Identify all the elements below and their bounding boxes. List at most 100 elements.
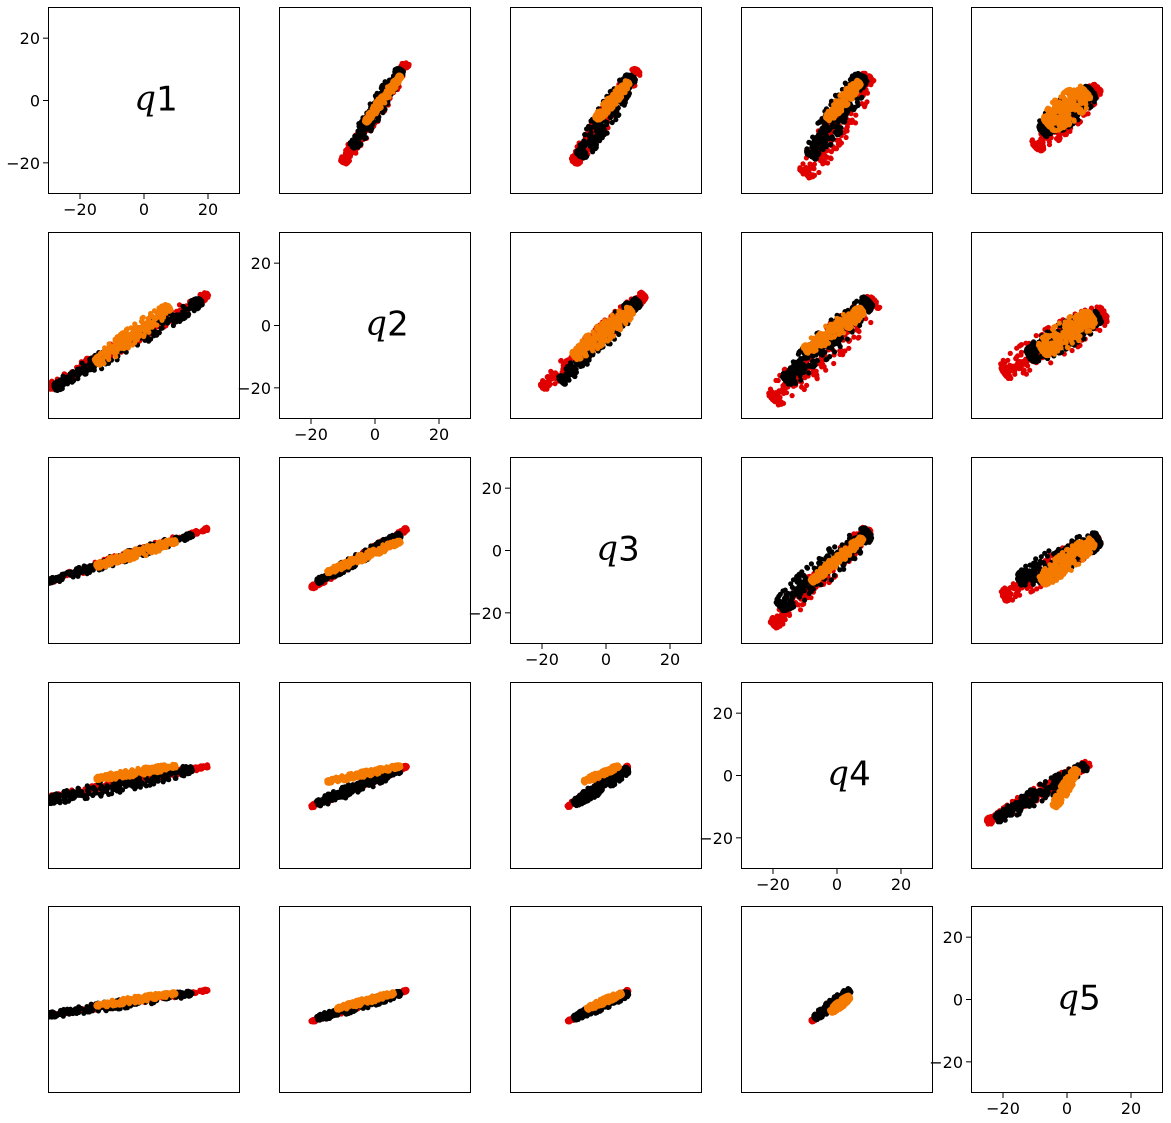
x-tick-label: −20 — [294, 425, 328, 444]
scatter-point-black — [76, 369, 82, 375]
scatter-point-red — [853, 112, 859, 118]
scatter-point-red — [1097, 87, 1103, 93]
scatter-point-orange — [383, 88, 389, 94]
scatter-point-orange — [1072, 107, 1078, 113]
panel-frame — [971, 7, 1163, 194]
series-orange — [1040, 83, 1094, 134]
scatter-point-orange — [112, 336, 118, 342]
scatter-point-orange — [1044, 107, 1050, 113]
scatter-point-orange — [1083, 101, 1089, 107]
x-tick-label: 0 — [139, 200, 149, 219]
scatter-point-orange — [1080, 87, 1086, 93]
scatter-point-black — [817, 137, 823, 143]
scatter-point-black — [79, 360, 85, 366]
scatter-point-black — [1088, 103, 1094, 109]
scatter-point-black — [813, 155, 820, 161]
scatter-point-black — [375, 117, 381, 124]
y-tick-label: −20 — [237, 379, 271, 398]
panel-frame — [510, 7, 702, 194]
scatter-point-orange — [159, 316, 165, 322]
scatter-point-orange — [148, 313, 154, 319]
scatter-point-black — [859, 75, 866, 81]
scatter-point-black — [588, 129, 594, 135]
scatter-point-orange — [1062, 116, 1068, 122]
scatter-point-orange — [1049, 99, 1056, 105]
scatter-point-red — [816, 169, 822, 176]
scatter-point-orange — [112, 344, 118, 350]
panel-frame — [279, 7, 471, 194]
scatter-point-orange — [615, 93, 622, 99]
scatter-point-red — [1040, 145, 1047, 151]
scatter-point-red — [797, 165, 803, 171]
scatter-point-orange — [611, 95, 617, 101]
scatter-point-orange — [106, 351, 112, 357]
x-tick-label: 20 — [198, 200, 218, 219]
scatter-point-orange — [382, 92, 388, 98]
scatter-point-orange — [139, 319, 145, 325]
scatter-point-red — [807, 174, 813, 180]
scatter-point-orange — [1085, 90, 1091, 96]
scatter-point-orange — [375, 104, 381, 110]
panel-r2-c3 — [510, 232, 702, 419]
scatter-point-red — [1029, 137, 1035, 143]
scatter-point-red — [558, 357, 564, 364]
scatter-point-orange — [393, 78, 399, 85]
scatter-point-black — [68, 373, 74, 379]
scatter-point-black — [1044, 132, 1050, 138]
scatter-point-orange — [1083, 105, 1089, 111]
scatter-point-red — [539, 385, 546, 391]
scatter-point-black — [173, 319, 179, 325]
scatter-point-black — [182, 315, 188, 321]
diagonal-label-symbol: q — [365, 304, 387, 344]
scatter-point-black — [623, 96, 629, 102]
scatter-point-black — [61, 382, 67, 388]
scatter-point-black — [588, 133, 594, 139]
scatter-point-orange — [1064, 98, 1070, 104]
scatter-point-orange — [165, 303, 171, 309]
scatter-point-black — [588, 118, 594, 124]
panel-r1-c2 — [279, 7, 471, 194]
scatter-point-black — [626, 90, 633, 96]
series-orange — [362, 72, 405, 126]
scatter-point-red — [550, 375, 556, 381]
scatter-point-orange — [1056, 122, 1062, 128]
scatter-point-orange — [843, 94, 849, 100]
scatter-point-orange — [1066, 111, 1072, 117]
scatter-point-red — [833, 146, 840, 152]
scatter-point-black — [598, 122, 604, 128]
scatter-point-red — [572, 155, 578, 161]
scatter-point-red — [1057, 135, 1063, 141]
scatter-point-orange — [1069, 98, 1075, 104]
scatter-point-red — [631, 65, 637, 72]
scatter-point-orange — [834, 99, 841, 105]
series-orange — [592, 78, 633, 123]
scatter-point-red — [545, 373, 551, 380]
scatter-point-orange — [847, 88, 853, 94]
scatter-point-orange — [149, 324, 155, 330]
scatter-point-orange — [397, 73, 403, 79]
scatter-point-orange — [602, 109, 608, 116]
scatter-point-orange — [135, 328, 141, 334]
scatter-point-orange — [1067, 115, 1073, 121]
scatter-point-black — [823, 133, 830, 139]
scatter-point-orange — [825, 111, 831, 117]
scatter-point-black — [582, 132, 588, 138]
scatter-point-orange — [1043, 117, 1049, 123]
scatter-point-black — [358, 141, 364, 147]
scatter-point-black — [603, 122, 610, 128]
scatter-point-black — [91, 367, 97, 373]
scatter-point-orange — [1063, 120, 1069, 127]
scatter-point-orange — [610, 104, 616, 110]
scatter-point-red — [849, 119, 855, 125]
panel-r2-c1 — [48, 232, 240, 419]
scatter-point-black — [182, 310, 188, 316]
scatter-point-black — [813, 134, 820, 140]
scatter-point-red — [537, 381, 544, 387]
scatter-point-red — [822, 152, 828, 159]
scatter-point-orange — [837, 93, 843, 99]
scatter-clouds — [568, 65, 643, 167]
y-tick-label: −20 — [6, 154, 40, 173]
scatter-point-orange — [1059, 105, 1065, 111]
scatter-point-black — [159, 325, 165, 331]
scatter-point-red — [1046, 139, 1052, 145]
